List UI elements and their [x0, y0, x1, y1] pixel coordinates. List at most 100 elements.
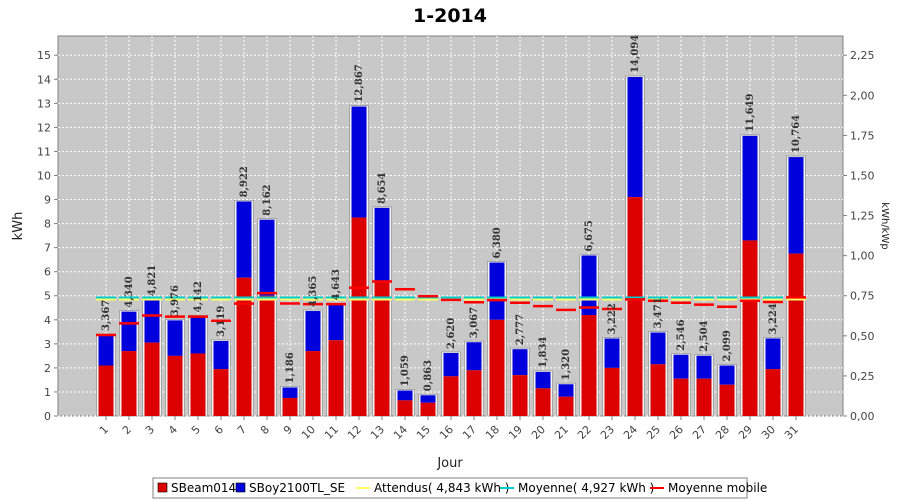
value-label: 4,821	[147, 265, 158, 296]
y-right-tick-label: 0,00	[850, 410, 875, 423]
y-tick-label: 6	[44, 266, 51, 279]
value-label: 4,643	[331, 269, 342, 300]
bar-sbeam014	[259, 295, 275, 416]
bar-sboy2100tl-se	[121, 311, 137, 352]
y-right-tick-label: 2,25	[850, 49, 875, 62]
x-tick-label: 11	[322, 423, 341, 442]
y-tick-label: 8	[44, 218, 51, 231]
x-axis-label: Jour	[436, 456, 463, 471]
x-tick-label: 23	[598, 423, 617, 442]
x-tick-label: 1	[97, 423, 111, 437]
x-tick-label: 17	[460, 423, 479, 442]
bar-sbeam014	[351, 217, 367, 416]
value-label: 2,777	[515, 314, 526, 345]
bar-sbeam014	[581, 314, 597, 416]
bar-sbeam014	[98, 365, 114, 416]
legend-swatch	[235, 482, 246, 493]
x-tick-label: 28	[713, 423, 732, 442]
x-tick-label: 7	[235, 423, 249, 437]
bar-sboy2100tl-se	[213, 340, 229, 370]
value-label: 1,834	[538, 337, 549, 368]
y-tick-label: 12	[37, 121, 51, 134]
legend-label: SBeam014	[171, 481, 236, 495]
bar-sboy2100tl-se	[282, 387, 298, 398]
value-label: 8,922	[239, 166, 250, 197]
value-label: 3,224	[768, 303, 779, 334]
y-axis-label: kWh	[11, 212, 26, 241]
y-tick-label: 1	[44, 386, 51, 399]
bar-sboy2100tl-se	[167, 320, 183, 356]
bar-sboy2100tl-se	[673, 354, 689, 379]
x-tick-label: 20	[529, 423, 548, 442]
y-tick-label: 9	[44, 194, 51, 207]
bar-sboy2100tl-se	[420, 395, 436, 403]
value-label: 14,094	[630, 35, 641, 73]
x-tick-label: 22	[575, 423, 594, 442]
bar-sbeam014	[673, 378, 689, 416]
bar-sbeam014	[190, 353, 206, 416]
bar-sbeam014	[627, 197, 643, 416]
x-tick-label: 26	[667, 423, 686, 442]
bar-sboy2100tl-se	[328, 304, 344, 341]
value-label: 2,546	[676, 319, 687, 350]
y-right-tick-label: 0,50	[850, 330, 875, 343]
reference-lines	[96, 280, 806, 337]
x-tick-label: 16	[437, 423, 456, 442]
legend-label: Moyenne mobile	[668, 481, 767, 495]
value-label: 1,186	[285, 352, 296, 383]
y-right-tick-label: 2,00	[850, 89, 875, 102]
value-label: 1,320	[561, 349, 572, 380]
value-label: 1,059	[400, 355, 411, 386]
value-label: 4,365	[308, 276, 319, 307]
y-axis-right: 0,00 0,25 0,50 0,75 1,00 1,25 1,50 1,75 2,00 2,25	[843, 49, 875, 423]
bar-sbeam014	[512, 375, 528, 416]
bar-sboy2100tl-se	[742, 135, 758, 241]
bar-sbeam014	[420, 402, 436, 416]
x-tick-label: 30	[759, 423, 778, 442]
bar-sbeam014	[742, 240, 758, 416]
bar-sboy2100tl-se	[765, 338, 781, 370]
bar-sbeam014	[397, 400, 413, 416]
bar-sbeam014	[213, 369, 229, 416]
bar-sbeam014	[558, 396, 574, 416]
bar-sboy2100tl-se	[305, 311, 321, 352]
bar-sbeam014	[765, 369, 781, 416]
x-tick-label: 24	[621, 423, 640, 442]
bar-sbeam014	[696, 378, 712, 416]
y-tick-label: 15	[37, 49, 51, 62]
value-label: 4,142	[193, 281, 204, 312]
value-label: 10,764	[791, 115, 802, 153]
value-label: 3,119	[216, 306, 227, 337]
bar-sboy2100tl-se	[558, 384, 574, 397]
legend-swatch	[157, 482, 168, 493]
bar-sbeam014	[535, 388, 551, 416]
value-labels: 3,367 4,340 4,821 3,976 4,142 3,119 8,922 8,162…	[101, 35, 802, 392]
x-tick-label: 31	[782, 423, 801, 442]
x-tick-label: 18	[483, 423, 502, 442]
bar-sbeam014	[604, 367, 620, 416]
value-label: 2,099	[722, 330, 733, 361]
bar-sbeam014	[121, 351, 137, 416]
bar-sboy2100tl-se	[489, 262, 505, 320]
bar-sboy2100tl-se	[535, 371, 551, 389]
bar-sboy2100tl-se	[236, 201, 252, 278]
y-right-tick-label: 0,25	[850, 370, 875, 383]
bar-sboy2100tl-se	[351, 106, 367, 218]
bar-sbeam014	[328, 340, 344, 416]
y-tick-label: 10	[37, 169, 51, 182]
x-tick-label: 15	[414, 423, 433, 442]
legend: SBeam014 SBoy2100TL_SE Attendus( 4,843 kWh…	[152, 477, 767, 499]
bar-sbeam014	[282, 397, 298, 416]
value-label: 3,067	[469, 307, 480, 338]
y-right-tick-label: 1,25	[850, 210, 875, 223]
y-tick-label: 0	[44, 410, 51, 423]
bar-sboy2100tl-se	[98, 335, 114, 366]
bar-sboy2100tl-se	[190, 316, 206, 354]
bar-sboy2100tl-se	[144, 300, 160, 343]
y-tick-label: 4	[44, 314, 51, 327]
value-label: 0,863	[423, 360, 434, 391]
bar-sbeam014	[236, 277, 252, 416]
bar-sboy2100tl-se	[788, 157, 804, 254]
